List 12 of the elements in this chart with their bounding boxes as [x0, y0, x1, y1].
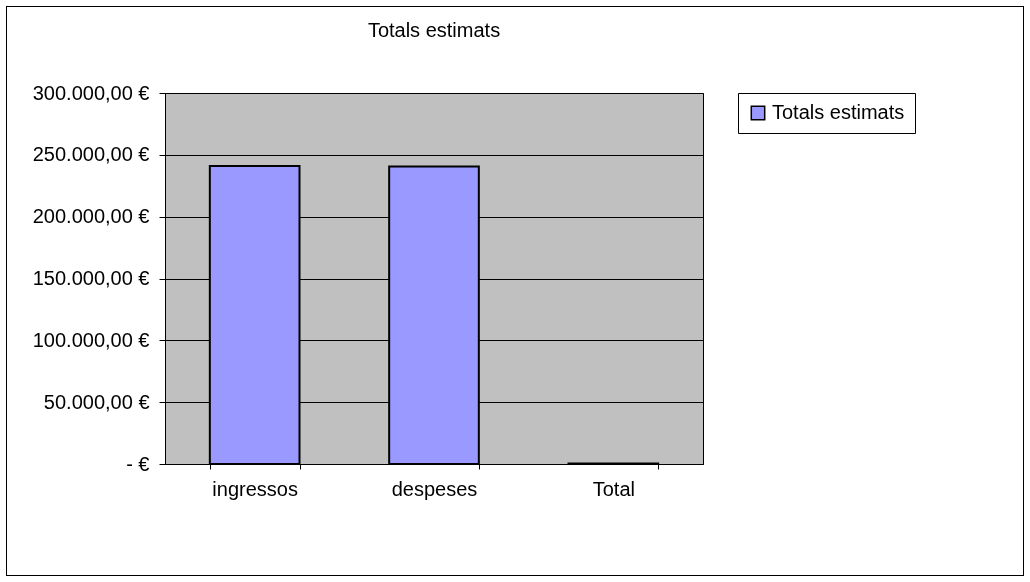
x-tick-label: despeses — [391, 477, 478, 500]
legend-label: Totals estimats — [772, 101, 905, 123]
x-tick-label: ingressos — [212, 477, 298, 500]
y-tick-label: 100.000,00 € — [32, 328, 150, 351]
y-tick-label: 250.000,00 € — [32, 143, 150, 166]
x-tick-label: Total — [592, 477, 635, 500]
y-tick-label: 150.000,00 € — [32, 267, 150, 289]
y-tick-label: 300.000,00 € — [32, 81, 150, 104]
y-tick-label: 200.000,00 € — [32, 205, 150, 228]
y-tick-label: - € — [126, 452, 150, 475]
y-tick-label: 50.000,00 € — [43, 390, 150, 413]
chart-title: Totals estimats — [367, 19, 501, 41]
